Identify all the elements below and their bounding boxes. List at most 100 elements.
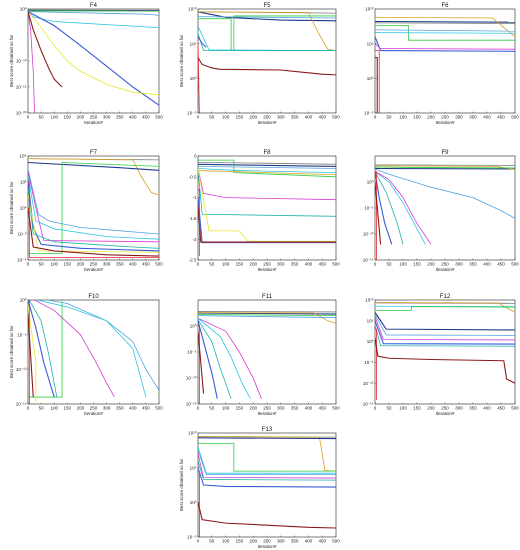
x-tick-label: 350 — [291, 539, 299, 544]
x-tick-label: 100 — [399, 262, 407, 267]
x-tick-label: 450 — [497, 262, 505, 267]
series-line-orange — [375, 302, 515, 313]
x-tick-label: 300 — [455, 115, 463, 120]
y-tick-label: 10⁻⁴ — [17, 258, 26, 263]
series-line-cyan — [375, 171, 426, 245]
y-tick-label: 10⁻¹⁵ — [363, 258, 374, 263]
series-line-orange — [375, 165, 515, 170]
x-tick-label: 0 — [197, 262, 200, 267]
y-tick-label: 10⁻¹⁵ — [186, 402, 197, 407]
series-line-cyan — [198, 446, 336, 474]
x-tick-label: 400 — [483, 406, 491, 411]
x-tick-label: 250 — [263, 406, 271, 411]
x-tick-label: 500 — [155, 406, 163, 411]
x-tick-label: 100 — [222, 406, 230, 411]
x-tick-label: 300 — [277, 539, 285, 544]
series-line-magenta — [375, 316, 515, 341]
series-line-red — [198, 188, 200, 256]
x-tick-label: 50 — [209, 115, 215, 120]
series-line-orange — [198, 11, 336, 51]
x-axis-label: Iteration# — [84, 267, 103, 272]
y-tick-label: 10⁻¹⁰ — [16, 59, 27, 64]
series-line-light_blue — [198, 16, 336, 19]
series-line-teal — [375, 324, 515, 347]
series-line-magenta — [28, 171, 159, 243]
y-tick-label: 10⁻¹⁰ — [16, 367, 27, 372]
x-tick-label: 500 — [155, 262, 163, 267]
chart-title: F8 — [263, 150, 271, 156]
x-tick-label: 500 — [332, 115, 340, 120]
y-tick-label: 10⁻¹⁵ — [16, 85, 27, 90]
series-line-magenta — [33, 300, 115, 398]
series-line-dark_red — [375, 56, 378, 113]
y-tick-label: 10⁻¹⁵ — [16, 402, 27, 407]
x-tick-label: 50 — [39, 262, 45, 267]
y-tick-label: 0 — [194, 154, 197, 159]
series-line-blue — [28, 300, 55, 398]
x-axis-label: Iteration# — [84, 411, 103, 416]
x-tick-label: 250 — [90, 262, 98, 267]
x-tick-label: 350 — [291, 115, 299, 120]
y-tick-label: 10⁻⁵ — [187, 350, 196, 355]
chart-title: F4 — [90, 3, 98, 9]
series-line-green — [198, 159, 336, 178]
series-line-dark_red — [28, 313, 34, 398]
x-tick-label: 50 — [39, 406, 45, 411]
x-tick-label: 450 — [318, 115, 326, 120]
series-line-cyan — [28, 175, 159, 240]
y-tick-label: 10⁰ — [20, 206, 27, 211]
series-line-gray — [198, 311, 336, 313]
series-line-navy — [375, 167, 515, 170]
x-tick-label: 400 — [483, 262, 491, 267]
series-line-navy — [375, 20, 515, 23]
series-line-light_blue — [45, 300, 159, 391]
series-line-dark_red — [28, 207, 159, 257]
x-tick-label: 300 — [455, 406, 463, 411]
x-tick-label: 100 — [50, 115, 58, 120]
x-tick-label: 500 — [155, 115, 163, 120]
x-tick-label: 400 — [305, 406, 313, 411]
x-tick-label: 250 — [263, 115, 271, 120]
chart-title: F7 — [90, 150, 98, 156]
x-tick-label: 100 — [50, 406, 58, 411]
chart-f12: 0 50 100 150 200 250 300 350 400 450 500 10¹⁰ 10⁵ 10⁰… — [363, 294, 519, 416]
x-tick-label: 350 — [291, 406, 299, 411]
series-line-light_blue — [198, 315, 336, 319]
series-line-dark_red — [198, 502, 336, 529]
series-line-magenta — [198, 168, 336, 201]
plot-area — [197, 8, 337, 114]
x-tick-label: 200 — [77, 115, 85, 120]
x-tick-label: 50 — [39, 115, 45, 120]
y-axis-label: Best score obtained so far — [9, 181, 14, 234]
series-line-magenta — [198, 453, 336, 479]
y-tick-label: 10⁻⁵ — [364, 360, 373, 365]
x-tick-label: 450 — [497, 406, 505, 411]
series-line-blue — [375, 171, 393, 245]
y-tick-label: 10⁻²⁰ — [16, 111, 27, 116]
x-tick-label: 200 — [427, 262, 435, 267]
x-axis-label: Iteration# — [436, 120, 455, 125]
x-tick-label: 50 — [209, 406, 215, 411]
y-tick-label: 10⁻¹⁰ — [363, 381, 374, 386]
chart-title: F13 — [262, 427, 273, 433]
series-line-dark_red — [198, 331, 205, 394]
series-line-red — [375, 171, 377, 260]
series-line-cyan — [198, 168, 336, 174]
x-axis-label: Iteration# — [258, 411, 277, 416]
chart-f4: 0 50 100 150 200 250 300 350 400 450 500 10⁰ 10⁻¹⁰ 10… — [9, 3, 163, 125]
x-tick-label: 0 — [374, 406, 377, 411]
x-tick-label: 200 — [77, 406, 85, 411]
x-tick-label: 0 — [197, 539, 200, 544]
x-tick-label: 500 — [511, 406, 519, 411]
x-tick-label: 300 — [103, 115, 111, 120]
series-line-light_blue — [375, 168, 515, 219]
series-line-red — [375, 328, 377, 400]
series-line-cyan — [375, 32, 515, 34]
x-tick-label: 50 — [386, 115, 392, 120]
x-tick-label: 400 — [129, 406, 137, 411]
series-line-blue — [375, 36, 515, 52]
x-tick-label: 150 — [236, 262, 244, 267]
series-line-orange — [28, 158, 159, 196]
series-line-green — [375, 166, 515, 169]
chart-title: F5 — [263, 3, 271, 9]
